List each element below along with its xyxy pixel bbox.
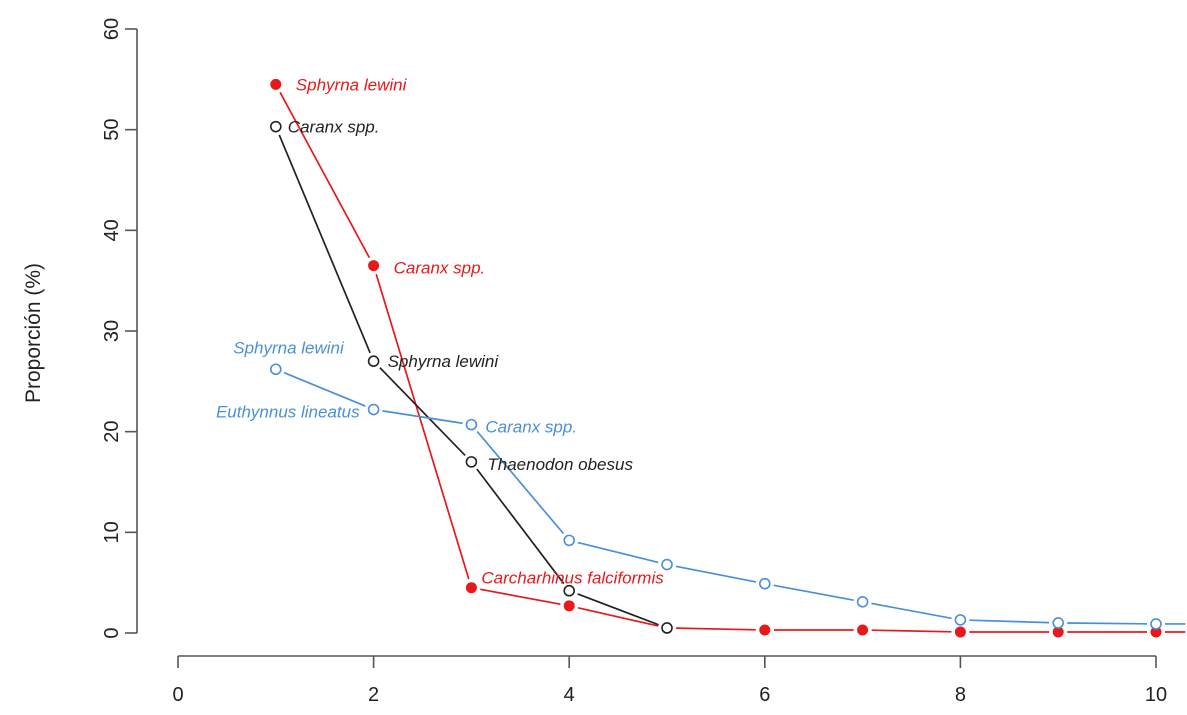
point-label: Euthynnus lineatus	[216, 403, 360, 422]
x-tick-label: 6	[759, 684, 770, 706]
data-point	[857, 624, 869, 636]
point-label: Caranx spp.	[288, 118, 380, 137]
y-tick-label: 40	[101, 219, 123, 241]
data-point	[367, 355, 380, 368]
series-line-segment	[871, 602, 952, 620]
series-line-segment	[577, 606, 659, 627]
point-label: Carcharhinus falciformis	[481, 569, 664, 588]
series-line-segment	[675, 627, 756, 631]
point-label: Caranx spp.	[485, 418, 577, 437]
series-line-segment	[283, 371, 366, 407]
series-layer	[269, 78, 1186, 638]
series-line-segment	[773, 584, 854, 601]
data-point	[270, 78, 282, 90]
point-label: Sphyrna lewini	[296, 75, 408, 94]
series-line-segment	[577, 593, 659, 626]
data-point	[563, 600, 575, 612]
series-line-segment	[375, 273, 470, 580]
data-point	[465, 582, 477, 594]
data-point	[269, 363, 282, 376]
data-point	[954, 614, 967, 626]
x-tick-label: 0	[172, 684, 183, 706]
series-line-segment	[476, 468, 565, 585]
y-tick-label: 60	[101, 18, 123, 40]
data-point	[269, 120, 282, 133]
data-point	[759, 624, 771, 636]
x-tick-label: 4	[564, 684, 575, 706]
series-line-segment	[379, 367, 466, 457]
series-line-segment	[969, 619, 1050, 624]
point-label: Sphyrna lewini	[233, 338, 345, 357]
y-tick-label: 10	[101, 521, 123, 543]
data-point	[465, 418, 478, 431]
series-line-segment	[577, 541, 659, 564]
series-1	[269, 120, 673, 634]
point-label: Sphyrna lewini	[388, 352, 500, 371]
point-label: Thaenodon obesus	[487, 455, 633, 474]
y-tick-label: 50	[101, 119, 123, 141]
series-line-segment	[480, 588, 561, 606]
data-point	[1052, 617, 1064, 629]
point-label: Caranx spp.	[394, 259, 486, 278]
x-axis: 0 2 4 6 8 10	[172, 655, 1167, 706]
data-point	[1150, 618, 1162, 630]
y-tick-label: 0	[101, 627, 123, 638]
series-line-segment	[382, 410, 463, 425]
series-line-segment	[675, 565, 757, 583]
y-axis-title: Proporción (%)	[22, 263, 45, 403]
x-tick-label: 2	[368, 684, 379, 706]
data-point	[367, 403, 380, 416]
data-point	[368, 260, 380, 272]
series-line-segment	[871, 629, 952, 633]
series-line-segment	[279, 91, 371, 259]
data-point	[661, 558, 673, 571]
series-line-segment	[1067, 622, 1148, 625]
data-point	[954, 626, 966, 638]
y-tick-label: 30	[101, 320, 123, 342]
y-tick-label: 20	[101, 421, 123, 443]
data-point	[563, 584, 576, 597]
y-axis: 0 10 20 30 40 50 60	[101, 18, 138, 639]
data-point	[661, 622, 673, 634]
series-line-segment	[476, 430, 565, 535]
data-point	[563, 534, 576, 547]
series-line-segment	[278, 134, 371, 354]
data-point	[758, 577, 771, 590]
annotation-layer: Sphyrna lewini Caranx spp. Carcharhinus fa…	[216, 75, 664, 587]
data-point	[465, 456, 478, 468]
data-point	[856, 595, 869, 608]
series-2	[269, 363, 1186, 630]
x-tick-label: 10	[1145, 684, 1167, 706]
x-tick-label: 8	[955, 684, 966, 706]
